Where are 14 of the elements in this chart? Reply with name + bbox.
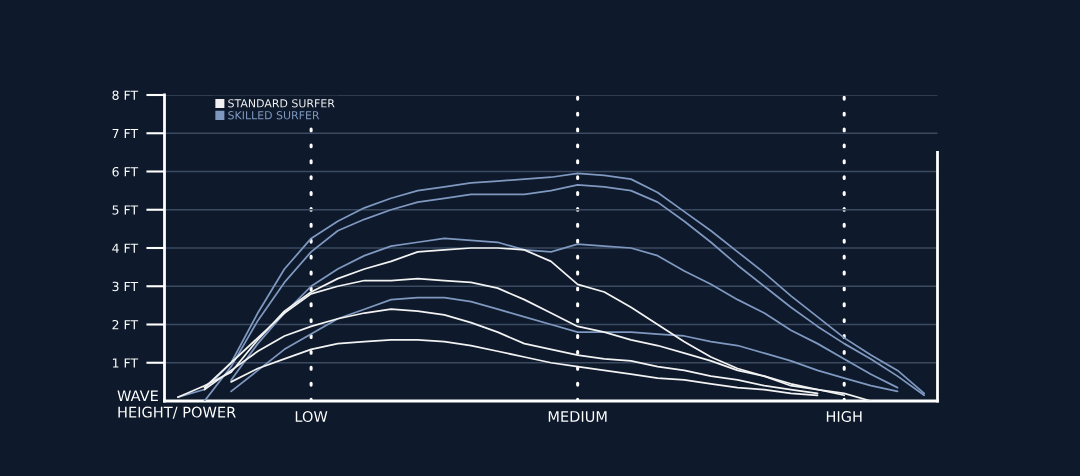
legend-label: STANDARD SURFER: [228, 99, 335, 108]
y-tick-label: 2 FT: [112, 319, 139, 330]
y-tick-label: 1 FT: [112, 358, 139, 368]
x-tick-label: LOW: [295, 410, 328, 423]
x-tick-label: HIGH: [826, 410, 862, 423]
x-axis-title: WAVE HEIGHT/ POWER: [117, 390, 236, 419]
y-tick-label: 6 FT: [112, 166, 139, 177]
y-tick-label: 3 FT: [112, 281, 139, 292]
y-tick-label: 7 FT: [112, 128, 139, 138]
legend-label: SKILLED SURFER: [228, 111, 320, 120]
y-tick-label: 5 FT: [112, 205, 139, 215]
y-tick-label: 8 FT: [112, 90, 139, 100]
x-tick-label: MEDIUM: [548, 411, 607, 423]
y-tick-label: 4 FT: [112, 243, 139, 253]
